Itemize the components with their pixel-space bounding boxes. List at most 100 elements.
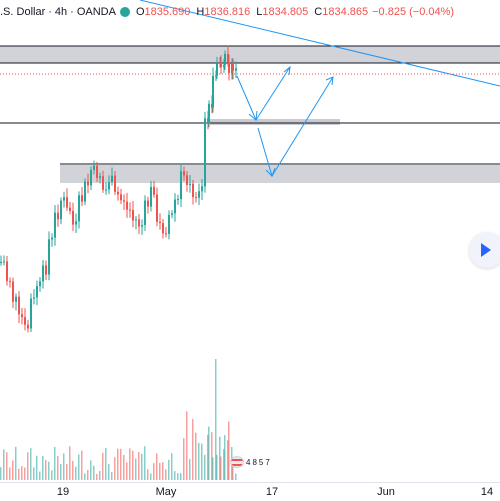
time-tick: 17 bbox=[265, 486, 279, 498]
volume-bar bbox=[108, 463, 110, 480]
volume-bar bbox=[96, 473, 98, 480]
volume-bar bbox=[72, 460, 74, 480]
close-value: 1834.865 bbox=[322, 6, 369, 18]
volume-bar bbox=[198, 442, 200, 480]
volume-bar bbox=[132, 450, 134, 480]
candle-body bbox=[224, 53, 226, 66]
candle-body bbox=[57, 212, 59, 220]
volume-bar bbox=[66, 463, 68, 480]
projection-arrows[interactable] bbox=[236, 65, 334, 178]
resistance-zone[interactable] bbox=[0, 46, 500, 63]
volume-bar bbox=[42, 455, 44, 480]
volume-bar bbox=[27, 452, 29, 480]
high-key: H bbox=[196, 6, 205, 18]
volume-bar bbox=[39, 471, 41, 480]
volume-bar bbox=[235, 473, 237, 480]
candle-body bbox=[168, 214, 170, 234]
time-tick: 14 bbox=[480, 486, 494, 498]
candle-body bbox=[93, 165, 95, 170]
price-chart[interactable] bbox=[0, 0, 500, 482]
candle-body bbox=[212, 75, 214, 108]
candle-body bbox=[159, 221, 161, 224]
volume-bar bbox=[90, 460, 92, 480]
candle-body bbox=[177, 199, 179, 201]
change-value: −0.825 (−0.04%) bbox=[372, 6, 455, 18]
open-key: O bbox=[135, 6, 145, 18]
candle-body bbox=[114, 175, 116, 192]
candle-body bbox=[90, 169, 92, 186]
volume-bar bbox=[171, 453, 173, 480]
volume-bar bbox=[15, 446, 17, 480]
volume-bar bbox=[75, 466, 77, 480]
volume-bar bbox=[153, 463, 155, 480]
candle-body bbox=[186, 175, 188, 185]
volume-bar bbox=[216, 454, 218, 480]
candle-body bbox=[153, 187, 155, 195]
interval-label[interactable]: 4h bbox=[54, 6, 68, 18]
low-value: 1834.805 bbox=[262, 6, 309, 18]
volume-bar bbox=[223, 449, 225, 480]
volume-bar bbox=[93, 465, 95, 480]
candle-body bbox=[150, 187, 152, 207]
volume-bar bbox=[207, 434, 209, 480]
volume-bar bbox=[102, 452, 104, 480]
candle-body bbox=[87, 181, 89, 186]
candle-body bbox=[195, 197, 197, 199]
volume-bar bbox=[186, 411, 188, 480]
volume-bar bbox=[24, 467, 26, 480]
mid-zone[interactable] bbox=[210, 119, 340, 125]
candle-body bbox=[220, 61, 222, 68]
support-zone[interactable] bbox=[60, 165, 500, 183]
candle-body bbox=[144, 200, 146, 226]
candle-body bbox=[171, 213, 173, 215]
candle-body bbox=[108, 182, 110, 190]
volume-bar bbox=[69, 446, 71, 480]
volume-bar bbox=[224, 435, 226, 480]
play-icon bbox=[481, 243, 491, 257]
candle-body bbox=[111, 175, 113, 183]
volume-bar bbox=[3, 449, 5, 480]
event-count-3: 5 bbox=[258, 457, 264, 467]
candle-body bbox=[45, 265, 47, 275]
volume-bar bbox=[208, 426, 210, 480]
time-axis[interactable]: 19 May 17 Jun 14 bbox=[0, 482, 500, 501]
volume-bar bbox=[54, 446, 56, 480]
volume-bars bbox=[0, 359, 237, 480]
candle-body bbox=[54, 212, 56, 238]
candle-body bbox=[69, 207, 71, 211]
volume-bar bbox=[220, 456, 222, 480]
economic-events[interactable]: 4 8 5 7 bbox=[228, 456, 270, 468]
event-count-2: 8 bbox=[252, 457, 257, 467]
volume-bar bbox=[227, 440, 229, 480]
candle-body bbox=[183, 171, 185, 176]
candle-body bbox=[48, 239, 50, 275]
candle-body bbox=[81, 195, 83, 202]
scroll-to-realtime-button[interactable] bbox=[469, 232, 500, 268]
market-status-dot bbox=[119, 7, 130, 17]
candle-body bbox=[30, 298, 32, 329]
volume-bar bbox=[105, 447, 107, 480]
candle-body bbox=[0, 261, 2, 263]
volume-bar bbox=[33, 467, 35, 480]
candle-body bbox=[198, 191, 200, 198]
volume-bar bbox=[147, 469, 149, 480]
candle-body bbox=[3, 261, 5, 263]
us-flag-icon[interactable] bbox=[230, 456, 244, 468]
symbol-title[interactable]: .S. Dollar bbox=[0, 6, 46, 18]
volume-bar bbox=[159, 462, 161, 480]
volume-bar bbox=[211, 432, 213, 480]
volume-bar bbox=[212, 457, 214, 480]
volume-bar bbox=[21, 466, 23, 480]
candle-body bbox=[129, 209, 131, 211]
volume-bar bbox=[135, 458, 137, 480]
volume-bar bbox=[63, 453, 65, 480]
candle-body bbox=[223, 65, 225, 68]
volume-bar bbox=[117, 448, 119, 480]
candle-body bbox=[189, 183, 191, 185]
volume-bar bbox=[138, 452, 140, 480]
volume-bar bbox=[189, 459, 191, 480]
open-value: 1835.690 bbox=[144, 6, 191, 18]
trendline[interactable] bbox=[139, 0, 500, 87]
volume-bar bbox=[60, 463, 62, 480]
candle-body bbox=[138, 219, 140, 227]
